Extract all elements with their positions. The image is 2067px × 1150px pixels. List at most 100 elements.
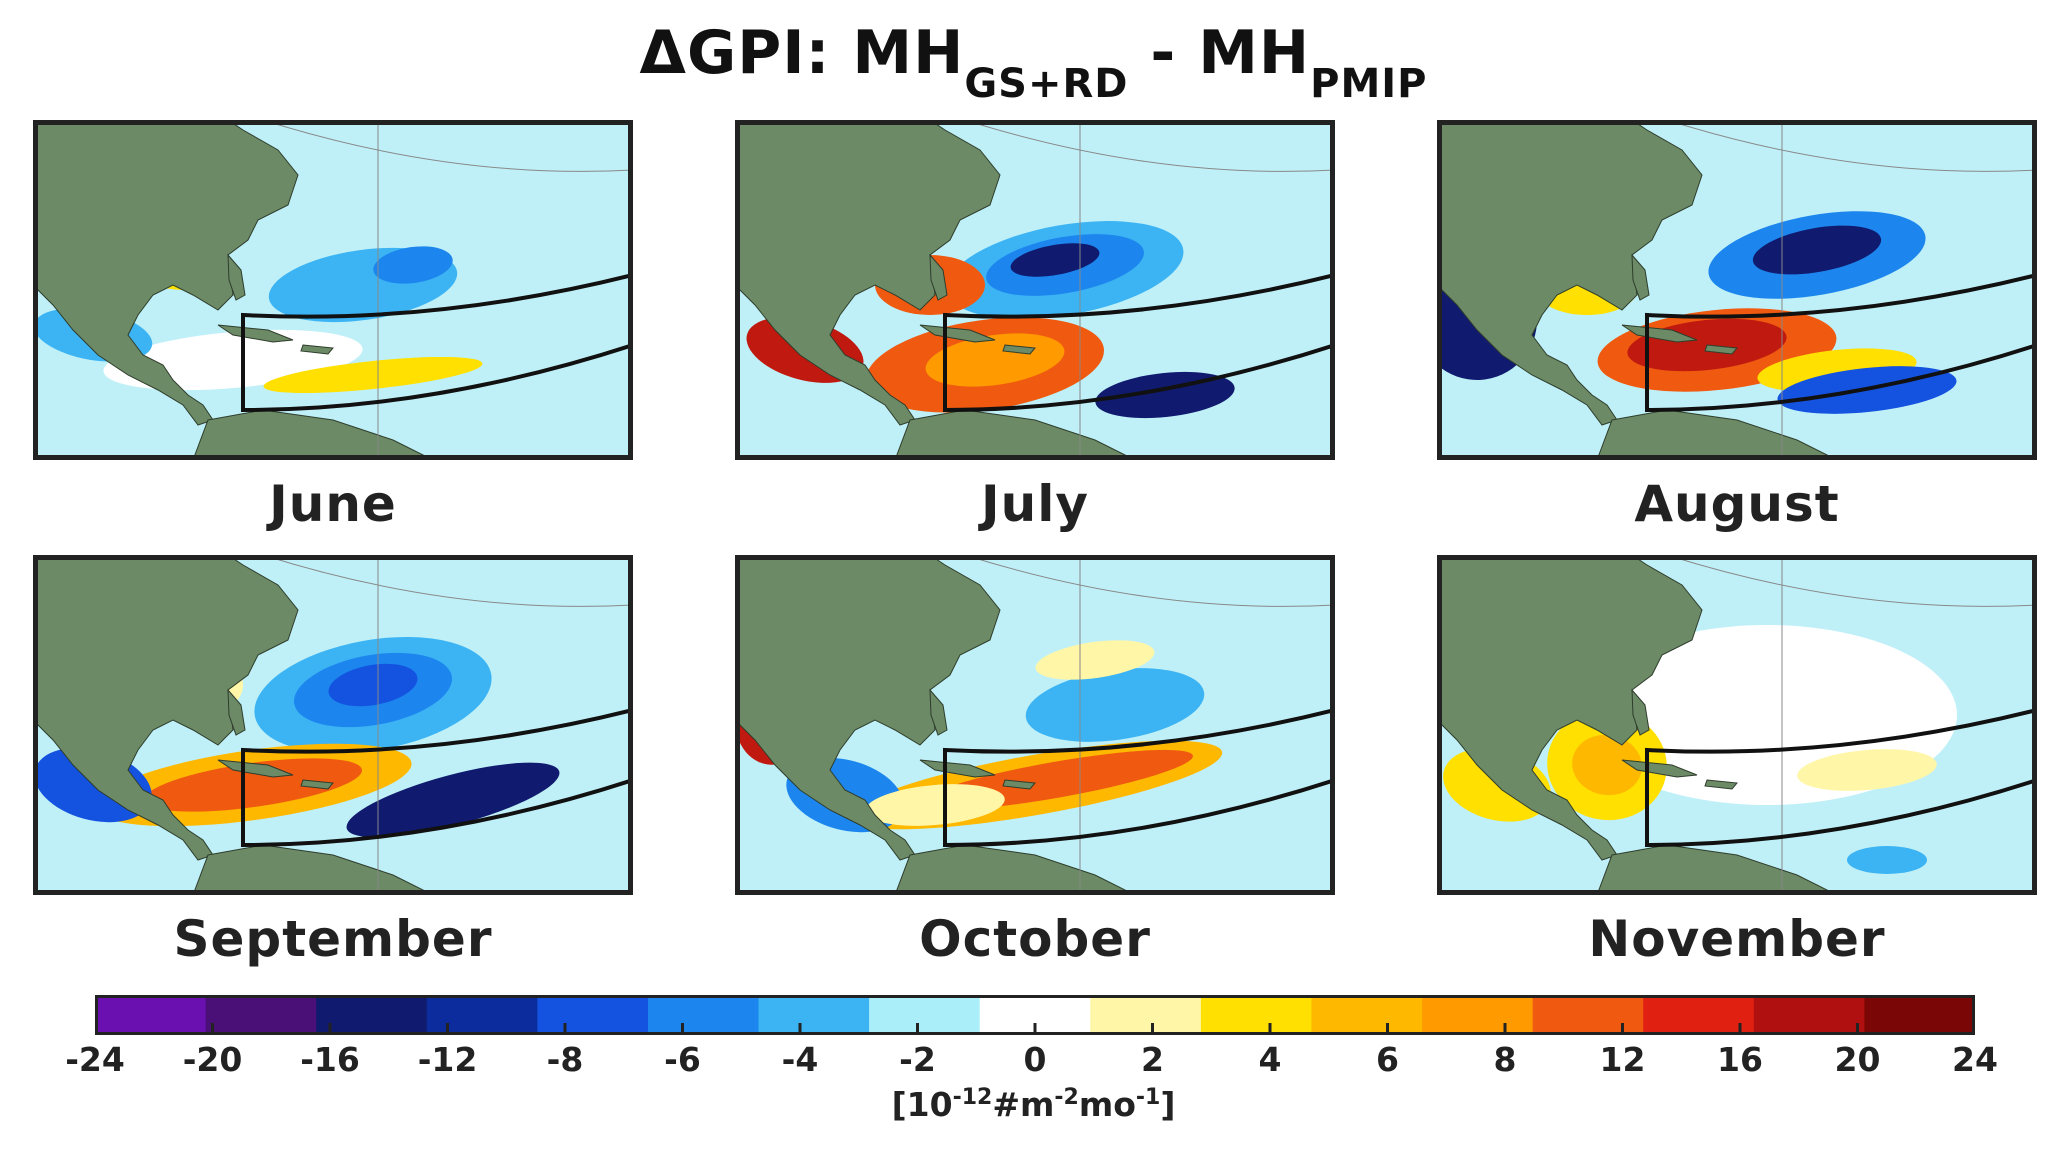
- graticule-parallel: [964, 120, 1335, 172]
- map-september: [33, 555, 633, 895]
- anomaly-contour: [263, 356, 483, 394]
- colorbar-tick-label: -24: [65, 1040, 125, 1079]
- land-mass: [1631, 253, 1650, 301]
- map-frame: [735, 555, 1335, 895]
- colorbar-svg: [93, 995, 1977, 1035]
- mdr-box: [943, 272, 1335, 413]
- anomaly-contour: [346, 762, 560, 838]
- mdr-box: [241, 272, 633, 413]
- land-mass: [1621, 324, 1698, 343]
- land-mass: [1704, 779, 1738, 790]
- land-mass: [300, 344, 334, 355]
- land-mass: [929, 688, 948, 736]
- anomaly-contour: [1847, 846, 1927, 874]
- panel-label-november: November: [1588, 910, 1886, 968]
- map-november: [1437, 555, 2037, 895]
- land-mass: [217, 324, 294, 343]
- map-frame: [33, 120, 633, 460]
- map-august: [1437, 120, 2037, 460]
- colorbar-segment: [316, 995, 428, 1035]
- colorbar-segment: [647, 995, 760, 1035]
- colorbar-tick-label: -2: [899, 1040, 936, 1079]
- map-panel-august: [1437, 120, 2037, 460]
- map-panel-october: [735, 555, 1335, 895]
- colorbar: [93, 995, 1977, 1035]
- colorbar-tick-label: 6: [1376, 1040, 1399, 1079]
- map-july: [735, 120, 1335, 460]
- colorbar-segment: [1090, 995, 1202, 1035]
- land-mass: [300, 779, 334, 790]
- map-frame: [33, 555, 633, 895]
- colorbar-tick-label: 2: [1141, 1040, 1164, 1079]
- graticule-parallel: [1666, 555, 2037, 607]
- anomaly-contour: [144, 758, 362, 812]
- colorbar-segment: [95, 995, 207, 1035]
- colorbar-tick-label: -16: [300, 1040, 360, 1079]
- land-mass: [1437, 555, 1703, 861]
- colorbar-segment: [1643, 995, 1755, 1035]
- anomaly-contour: [1010, 243, 1100, 277]
- colorbar-tick-label: 12: [1599, 1040, 1646, 1079]
- colorbar-segment: [1200, 995, 1312, 1035]
- colorbar-segment: [426, 995, 538, 1035]
- land-mass: [919, 324, 996, 343]
- colorbar-segment: [205, 995, 317, 1035]
- anomaly-contour: [328, 663, 418, 707]
- land-mass: [33, 555, 299, 861]
- colorbar-tick-label: 8: [1493, 1040, 1517, 1079]
- colorbar-segment: [1311, 995, 1423, 1035]
- land-mass: [1002, 779, 1036, 790]
- panel-label-june: June: [269, 475, 397, 533]
- land-mass: [1437, 120, 1703, 426]
- land-mass: [735, 555, 1001, 861]
- colorbar-tick-label: 20: [1834, 1040, 1881, 1079]
- colorbar-tick-label: 24: [1952, 1040, 1998, 1079]
- land-mass: [33, 120, 299, 426]
- map-panel-september: [33, 555, 633, 895]
- land-mass: [1704, 344, 1738, 355]
- land-mass: [227, 688, 246, 736]
- anomaly-contour: [865, 784, 1005, 826]
- map-october: [735, 555, 1335, 895]
- graticule-parallel: [1666, 120, 2037, 172]
- colorbar-segment: [1753, 995, 1865, 1035]
- colorbar-segment: [1532, 995, 1644, 1035]
- colorbar-tick-label: -4: [781, 1040, 819, 1079]
- land-mass: [735, 120, 1001, 426]
- colorbar-segment: [537, 995, 649, 1035]
- land-mass: [217, 759, 294, 778]
- anomaly-contour: [1025, 668, 1205, 742]
- colorbar-tick-label: -8: [546, 1040, 584, 1079]
- map-frame: [1437, 555, 2037, 895]
- figure-title: ΔGPI: MHGS+RD - MHPMIP: [639, 18, 1428, 107]
- map-june: [33, 120, 633, 460]
- mdr-box: [241, 707, 633, 848]
- anomaly-contour: [1035, 640, 1155, 680]
- panel-label-july: July: [981, 475, 1089, 533]
- land-mass: [227, 253, 246, 301]
- colorbar-segment: [1864, 995, 1976, 1035]
- colorbar-tick-label: 16: [1717, 1040, 1763, 1079]
- anomaly-contour: [1797, 749, 1937, 791]
- anomaly-contour: [1752, 225, 1882, 275]
- land-mass: [919, 759, 996, 778]
- mdr-box: [943, 707, 1335, 848]
- land-mass: [1002, 344, 1036, 355]
- map-panel-june: [33, 120, 633, 460]
- land-mass: [929, 253, 948, 301]
- panel-label-october: October: [919, 910, 1151, 968]
- panel-label-september: September: [173, 910, 493, 968]
- anomaly-contour: [1572, 734, 1642, 796]
- map-frame: [735, 120, 1335, 460]
- mdr-box: [1645, 272, 2037, 413]
- anomaly-contour: [925, 333, 1065, 387]
- anomaly-contour: [373, 246, 453, 284]
- colorbar-tick-label: 4: [1258, 1040, 1282, 1079]
- panel-label-august: August: [1634, 475, 1840, 533]
- land-mass: [1631, 688, 1650, 736]
- colorbar-tick-label: -20: [182, 1040, 243, 1079]
- colorbar-segment: [758, 995, 870, 1035]
- graticule-parallel: [964, 555, 1335, 607]
- colorbar-units: [10-12#m-2mo-1]: [891, 1085, 1176, 1124]
- colorbar-tick-label: -12: [417, 1040, 478, 1079]
